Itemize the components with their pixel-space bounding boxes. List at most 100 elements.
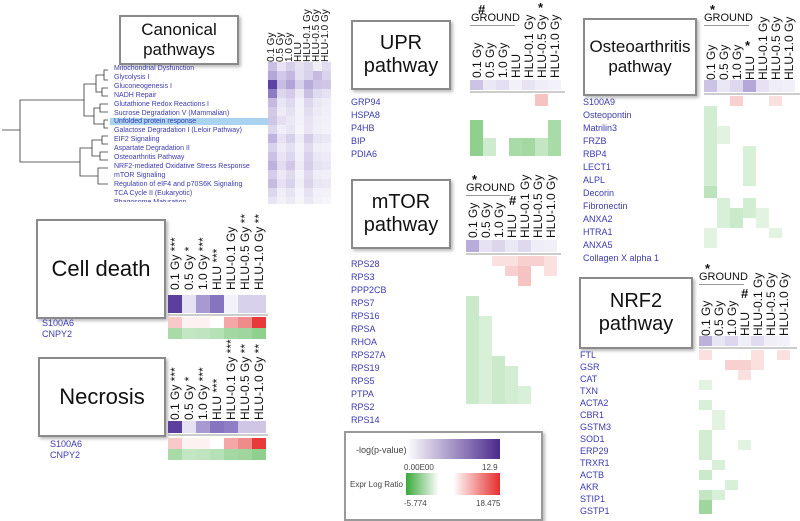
osteo-ground-line: [704, 25, 749, 26]
nrf2-ground-label: GROUND: [699, 271, 748, 283]
pathway-label: Regulation of eIF4 and p70S6K Signaling: [114, 181, 243, 188]
column-label: HLU-1.0 Gy: [544, 174, 558, 238]
column-label: 0.5 Gy: [717, 44, 731, 80]
column-label: 0.1 Gy: [466, 202, 480, 238]
celldeath-title-box: Cell death: [36, 219, 166, 319]
gene-label: RPS16: [351, 311, 380, 321]
gene-label: ACTA2: [580, 398, 609, 408]
gene-label: HSPA8: [351, 110, 380, 120]
column-label: 0.1 Gy: [699, 300, 713, 336]
nrf2-title-box: NRF2 pathway: [579, 277, 693, 349]
column-label: HLU-0.5 Gy: [764, 272, 778, 336]
pathway-label: mTOR Signaling: [114, 172, 166, 179]
column-label: HLU ***: [210, 248, 224, 290]
gene-label: S100A6: [50, 439, 83, 449]
mtor-title: mTOR pathway: [363, 191, 439, 236]
gene-label: BIP: [351, 136, 366, 146]
gene-label: RBP4: [583, 149, 607, 159]
column-label: HLU-0.5 Gy **: [238, 343, 252, 420]
osteo-heatmap: [704, 80, 800, 248]
column-label: 1.0 Gy: [492, 202, 506, 238]
osteo-title: Osteoarthritis pathway: [589, 37, 691, 76]
celldeath-heatmap: [168, 295, 268, 339]
necrosis-heatmap: [168, 421, 268, 460]
column-label: HLU-1.0 Gy **: [252, 343, 266, 420]
mtor-ground-line: [466, 195, 510, 196]
canonical-title-box: Canonical pathways: [119, 15, 239, 65]
column-label: HLU-0.5 Gy: [535, 14, 549, 78]
gene-label: TXN: [580, 386, 598, 396]
column-label: 0.5 Gy: [712, 300, 726, 336]
column-label: 0.1 Gy ***: [168, 237, 182, 290]
canonical-heatmap: [268, 62, 331, 204]
column-label: HLU-0.5 Gy **: [238, 213, 252, 290]
upr-heatmap: [470, 80, 565, 156]
column-label: HLU-0.1 Gy: [522, 14, 536, 78]
pathway-label: NRF2-mediated Oxidative Stress Response: [114, 163, 250, 170]
mtor-title-box: mTOR pathway: [351, 179, 451, 249]
column-label: HLU-1.0 Gy: [320, 9, 331, 62]
gene-label: RPSA: [351, 324, 376, 334]
legend-ratio-bar: [406, 473, 500, 495]
canonical-row-highlight: [110, 118, 270, 125]
gene-label: RHOA: [351, 337, 378, 347]
gene-label: PDIA6: [351, 149, 378, 159]
legend-pvalue-label: -log(p-value): [356, 445, 407, 455]
column-label: HLU ***: [210, 378, 224, 420]
gene-label: Matrilin3: [583, 123, 618, 133]
gene-label: RPS3: [351, 272, 375, 282]
column-label: 1.0 Gy ***: [196, 367, 210, 420]
pathway-label: Osteoarthritis Pathway: [114, 154, 185, 161]
gene-label: RPS28: [351, 259, 380, 269]
necrosis-title-box: Necrosis: [38, 357, 166, 437]
gene-label: RPS14: [351, 415, 380, 425]
gene-label: ERP29: [580, 446, 609, 456]
upr-ground-line: [470, 25, 515, 26]
column-label: HLU-0.1 Gy: [224, 226, 238, 290]
gene-label: HTRA1: [583, 227, 613, 237]
upr-ground-label: GROUND: [471, 12, 520, 24]
legend-pvalue-max: 12.9: [482, 463, 498, 472]
column-label: 0.1 Gy ***: [168, 367, 182, 420]
legend-pvalue-bar: [406, 439, 500, 459]
osteo-ground-label: GROUND: [704, 12, 753, 24]
pathway-label: Glutathione Redox Reactions I: [114, 101, 209, 108]
legend-ratio-min: -5.774: [404, 499, 427, 508]
column-label: HLU-1.0 Gy **: [252, 213, 266, 290]
osteo-star: *: [745, 38, 751, 53]
nrf2-hash: #: [741, 286, 749, 301]
celldeath-title: Cell death: [51, 256, 151, 282]
gene-label: Osteopontin: [583, 110, 632, 120]
gene-label: P4HB: [351, 123, 375, 133]
gene-label: PTPA: [351, 389, 374, 399]
pathway-label: Sucrose Degradation V (Mammalian): [114, 110, 230, 117]
upr-title: UPR pathway: [363, 32, 439, 77]
mtor-ground-mark: *: [472, 172, 478, 187]
column-label: HLU: [505, 213, 519, 238]
column-label: 1.0 Gy: [730, 44, 744, 80]
gene-label: GRP94: [351, 97, 381, 107]
nrf2-heatmap: [699, 336, 797, 514]
legend-ratio-max: 18.475: [476, 499, 501, 508]
gene-label: S100A6: [42, 318, 75, 328]
gene-label: CBR1: [580, 410, 605, 420]
necrosis-title: Necrosis: [59, 384, 145, 410]
gene-label: ACTB: [580, 470, 605, 480]
gene-label: AKR: [580, 482, 599, 492]
column-label: HLU-1.0 Gy: [548, 14, 562, 78]
column-label: HLU-0.1 Gy: [518, 174, 532, 238]
gene-label: ALPL: [583, 175, 606, 185]
pathway-label: Mitochondrial Dysfunction: [114, 65, 195, 72]
nrf2-title: NRF2 pathway: [598, 290, 674, 335]
gene-label: TRXR1: [580, 458, 610, 468]
column-label: HLU-0.1 Gy ***: [224, 339, 238, 420]
pathway-label: Gluconeogenesis I: [114, 83, 172, 90]
column-label: 0.5 Gy *: [182, 246, 196, 290]
pathway-label: Glycolysis I: [114, 74, 150, 81]
gene-label: S100A9: [583, 97, 616, 107]
gene-label: CAT: [580, 374, 598, 384]
osteo-ground-mark: *: [710, 2, 716, 17]
nrf2-ground-mark: *: [705, 261, 711, 276]
column-label: 0.5 Gy *: [182, 376, 196, 420]
column-label: 0.1 Gy: [704, 44, 718, 80]
